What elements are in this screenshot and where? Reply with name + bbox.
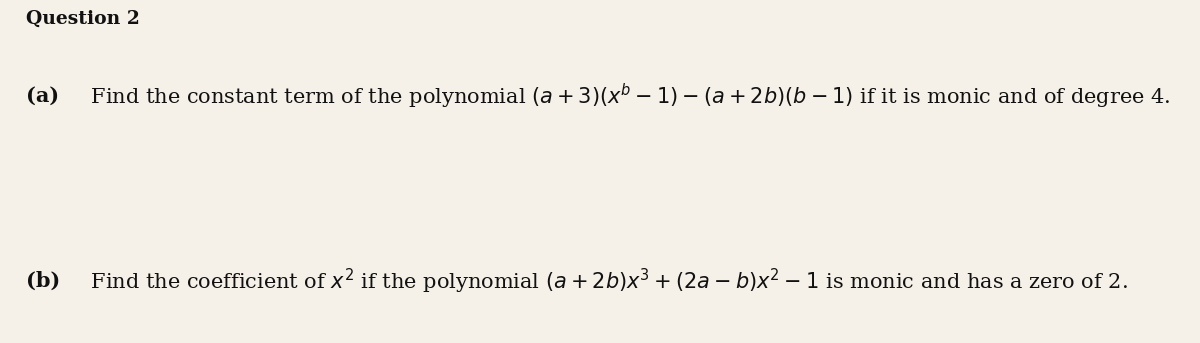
Text: Find the constant term of the polynomial $(a+3)(x^{b}-1)-(a+2b)(b-1)$ if it is m: Find the constant term of the polynomial… — [84, 81, 1170, 111]
Text: Find the coefficient of $x^{2}$ if the polynomial $(a+2b)x^{3}+(2a-b)x^{2}-1$ is: Find the coefficient of $x^{2}$ if the p… — [84, 267, 1128, 296]
Text: Question 2: Question 2 — [26, 10, 140, 28]
Text: (b): (b) — [26, 271, 61, 291]
Text: (a): (a) — [26, 86, 60, 106]
